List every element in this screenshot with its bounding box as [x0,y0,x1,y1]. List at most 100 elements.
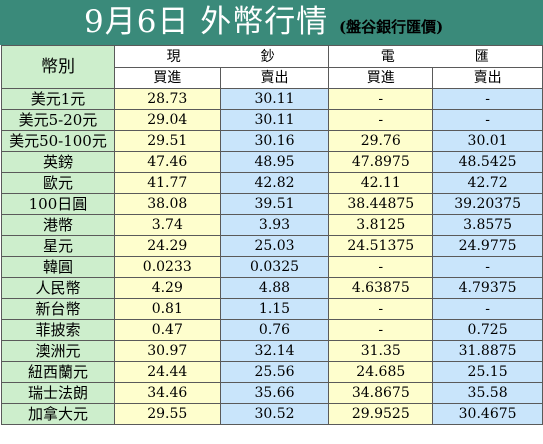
cash-group-char-1: 現 [166,48,183,65]
sub-header-row: 買進 賣出 買進 賣出 [2,67,543,89]
transfer-sell-cell: - [432,298,543,320]
currency-name: 新台幣 [1,298,115,320]
currency-name: 加拿大元 [1,403,115,425]
table-row: 100日圓 38.08 39.51 38.44875 39.20375 [1,193,543,215]
cash-buy-cell: 29.51 [113,130,221,152]
transfer-sell-cell: 25.15 [432,361,543,383]
cash-sell-cell: 30.11 [219,88,330,110]
transfer-buy-cell: 24.685 [328,361,434,383]
group-header-row: 幣別 現鈔 電匯 [1,45,543,89]
currency-name: 100日圓 [1,193,115,215]
transfer-buy-cell: 34.8675 [328,382,434,404]
table-row: 韓圓 0.0233 0.0325- - [1,256,543,278]
cash-buy-cell: 0.0233 [113,256,221,278]
title-bar: 9月6日 外幣行情 (盤谷銀行匯價) [0,0,543,45]
transfer-sell-cell: 42.72 [432,172,543,194]
cash-buy-header: 買進 [113,67,221,89]
currency-name: 美元1元 [1,88,115,110]
cash-buy-cell: 30.97 [113,340,221,362]
cash-sell-cell: 25.56 [219,361,330,383]
cash-sell-cell: 25.03 [219,235,330,257]
transfer-sell-cell: 35.58 [432,382,543,404]
transfer-buy-cell: - [328,298,434,320]
table-row: 新台幣 0.81 1.15- - [1,298,543,320]
transfer-buy-cell: - [328,109,434,131]
currency-name: 美元5-20元 [1,109,115,131]
table-row: 紐西蘭元 24.44 25.56 24.685 25.15 [1,361,543,383]
transfer-sell-cell: 4.79375 [432,277,543,299]
table-row: 加拿大元 29.55 30.52 29.9525 30.4675 [1,403,543,425]
table-row: 港幣 3.74 3.93 3.8125 3.8575 [1,214,543,236]
cash-group-header: 現鈔 [113,45,330,68]
transfer-buy-cell: 38.44875 [328,193,434,215]
cash-buy-cell: 24.29 [113,235,221,257]
transfer-sell-cell: 48.5425 [432,151,543,173]
currency-name: 瑞士法朗 [1,382,115,404]
transfer-group-char-1: 電 [380,48,397,65]
cash-sell-cell: 32.14 [219,340,330,362]
transfer-buy-cell: - [328,319,434,341]
currency-name: 菲披索 [1,319,115,341]
cash-sell-cell: 1.15 [219,298,330,320]
cash-sell-cell: 39.51 [219,193,330,215]
table-row: 瑞士法朗 34.46 35.66 34.8675 35.58 [1,382,543,404]
currency-column-header: 幣別 [1,45,115,89]
cash-group-char-2: 鈔 [260,48,277,65]
source-note: (盤谷銀行匯價) [339,18,444,36]
cash-sell-cell: 35.66 [219,382,330,404]
transfer-buy-cell: 24.51375 [328,235,434,257]
transfer-buy-cell: 29.76 [328,130,434,152]
currency-name: 澳洲元 [1,340,115,362]
cash-buy-cell: 0.47 [113,319,221,341]
cash-sell-cell: 0.76 [219,319,330,341]
table-row: 星元 24.29 25.03 24.51375 24.9775 [1,235,543,257]
transfer-buy-cell: 42.11 [328,172,434,194]
transfer-sell-cell: 31.8875 [432,340,543,362]
table-row: 菲披索 0.47 0.76-0.725 [1,319,543,341]
page-title: 9月6日 外幣行情 [84,4,329,40]
table-row: 英鎊 47.46 48.95 47.8975 48.5425 [1,151,543,173]
transfer-sell-header: 賣出 [432,67,543,89]
cash-buy-cell: 34.46 [113,382,221,404]
cash-sell-cell: 4.88 [219,277,330,299]
cash-buy-cell: 29.04 [113,109,221,131]
cash-sell-cell: 42.82 [219,172,330,194]
transfer-buy-header: 買進 [328,67,434,89]
transfer-sell-cell: - [432,109,543,131]
cash-buy-cell: 38.08 [113,193,221,215]
transfer-buy-cell: 29.9525 [328,403,434,425]
transfer-buy-cell: 47.8975 [328,151,434,173]
table-row: 歐元 41.77 42.82 42.11 42.72 [1,172,543,194]
cash-sell-cell: 0.0325 [219,256,330,278]
table-row: 人民幣 4.29 4.88 4.63875 4.79375 [1,277,543,299]
table-row: 美元1元 28.73 30.11- - [1,88,543,110]
transfer-sell-cell: - [432,256,543,278]
cash-sell-cell: 30.11 [219,109,330,131]
transfer-sell-cell: 30.4675 [432,403,543,425]
currency-name: 人民幣 [1,277,115,299]
cash-buy-cell: 3.74 [113,214,221,236]
cash-buy-cell: 29.55 [113,403,221,425]
transfer-sell-cell: 3.8575 [432,214,543,236]
cash-buy-cell: 24.44 [113,361,221,383]
transfer-buy-cell: - [328,88,434,110]
cash-sell-cell: 30.16 [219,130,330,152]
transfer-buy-cell: - [328,256,434,278]
transfer-sell-cell: - [432,88,543,110]
currency-name: 星元 [1,235,115,257]
currency-name: 英鎊 [1,151,115,173]
table-row: 澳洲元 30.97 32.14 31.35 31.8875 [1,340,543,362]
cash-sell-cell: 3.93 [219,214,330,236]
cash-buy-cell: 28.73 [113,88,221,110]
transfer-sell-cell: 24.9775 [432,235,543,257]
cash-sell-cell: 30.52 [219,403,330,425]
cash-buy-cell: 0.81 [113,298,221,320]
transfer-sell-cell: 30.01 [432,130,543,152]
transfer-group-char-2: 匯 [474,48,491,65]
transfer-buy-cell: 3.8125 [328,214,434,236]
transfer-buy-cell: 4.63875 [328,277,434,299]
cash-buy-cell: 4.29 [113,277,221,299]
table-row: 美元5-20元 29.04 30.11- - [1,109,543,131]
table-row: 美元50-100元 29.51 30.16 29.76 30.01 [1,130,543,152]
